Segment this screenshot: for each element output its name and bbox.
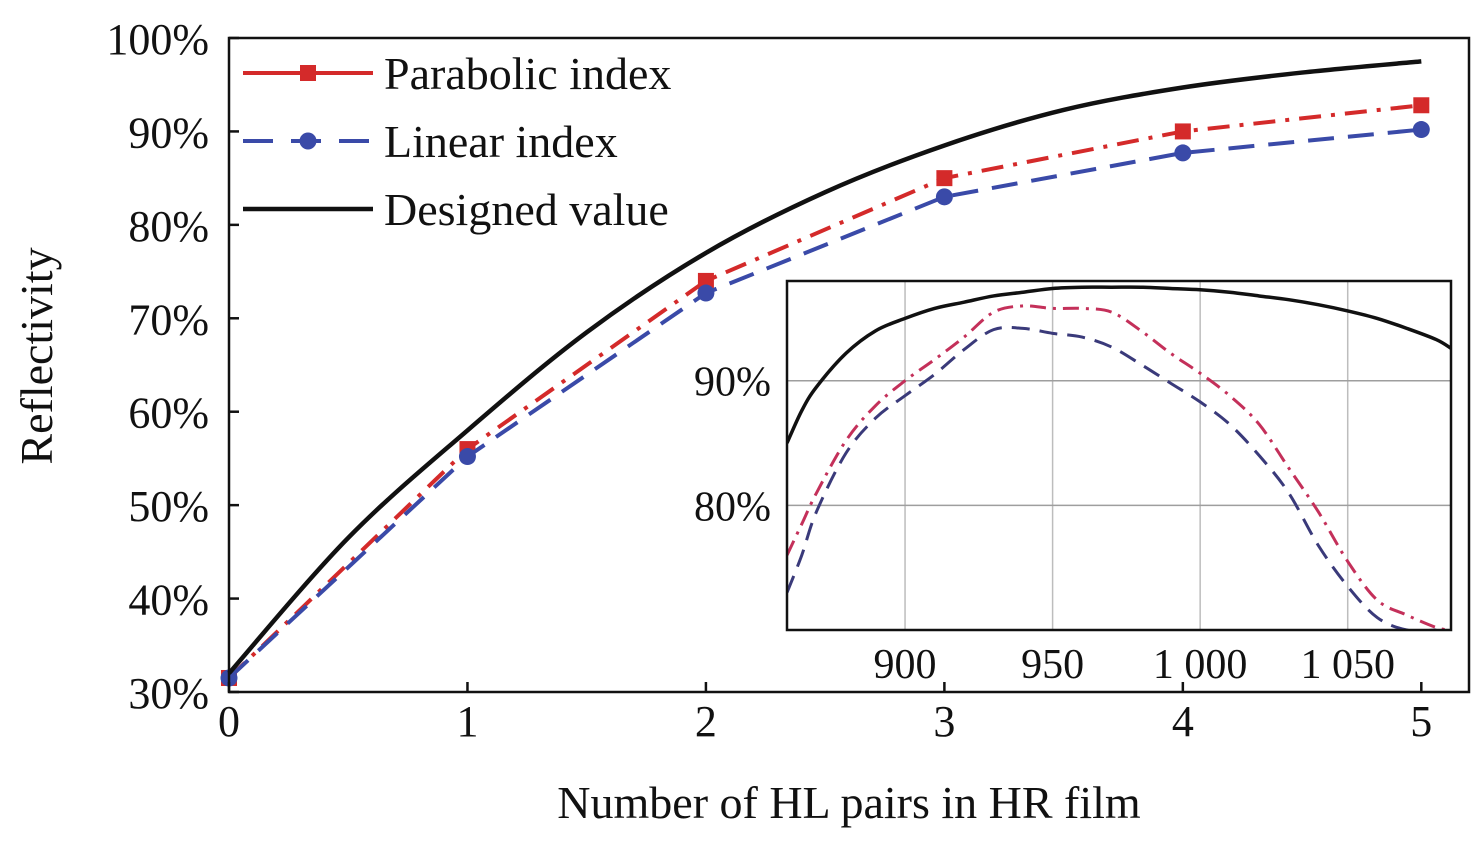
legend-marker-parabolic-index <box>300 65 316 81</box>
y-tick-label: 50% <box>128 482 209 531</box>
y-tick-label: 100% <box>106 15 209 64</box>
legend-marker-linear-index <box>299 132 317 150</box>
data-point-linear-index <box>697 284 715 302</box>
x-axis-title: Number of HL pairs in HR film <box>557 777 1141 828</box>
inset-series-line-1 <box>787 285 1451 444</box>
x-tick-label: 2 <box>695 697 717 746</box>
inset-series-line-3 <box>787 325 1437 630</box>
y-tick-label: 70% <box>128 295 209 344</box>
inset-plot-frame <box>785 279 1453 632</box>
y-tick-label: 30% <box>128 669 209 718</box>
inset-y-tick-label: 90% <box>694 360 771 406</box>
x-tick-label: 4 <box>1172 697 1194 746</box>
data-point-linear-index <box>935 188 953 206</box>
inset-chart-series <box>787 285 1451 630</box>
inset-axis-ticks: 900 950 1 000 1 050 80% 90% <box>694 360 1395 688</box>
y-axis-title: Reflectivity <box>11 247 62 464</box>
y-tick-label: 40% <box>128 576 209 625</box>
y-tick-label: 60% <box>128 389 209 438</box>
inset-y-tick-label: 80% <box>694 484 771 530</box>
inset-series-line-2 <box>787 304 1451 630</box>
inset-plot-background <box>787 281 1451 630</box>
y-tick-label: 90% <box>128 108 209 157</box>
x-tick-label: 5 <box>1410 697 1432 746</box>
main-axis-ticks: 0 1 2 3 4 5 30% 40% 50% 60% 70% 80% 90% 100% <box>106 15 1432 746</box>
legend-label-linear-index: Linear index <box>384 116 618 167</box>
series-line-linear-index <box>227 127 1422 680</box>
x-tick-label: 1 <box>456 697 478 746</box>
inset-x-tick-label: 1 050 <box>1300 642 1395 688</box>
x-tick-label: 3 <box>933 697 955 746</box>
data-point-parabolic-index <box>1174 123 1191 140</box>
data-point-parabolic-index <box>697 272 714 289</box>
x-tick-label: 0 <box>218 697 240 746</box>
data-point-parabolic-index <box>936 170 953 187</box>
legend-label-parabolic-index: Parabolic index <box>384 48 671 99</box>
inset-x-tick-label: 1 000 <box>1153 642 1248 688</box>
data-point-linear-index <box>1412 121 1430 139</box>
inset-chart-grid <box>787 281 1451 630</box>
data-point-linear-index <box>1174 144 1192 162</box>
data-point-linear-index <box>458 448 476 466</box>
inset-x-tick-label: 900 <box>874 642 937 688</box>
series-line-parabolic-index <box>227 103 1422 680</box>
data-point-parabolic-index <box>1413 97 1430 114</box>
y-tick-label: 80% <box>128 202 209 251</box>
legend-label-designed-value: Designed value <box>384 184 669 235</box>
main-plot-frame <box>227 36 1471 694</box>
legend: Parabolic index Linear index Designed valu… <box>243 48 671 235</box>
inset-x-tick-label: 950 <box>1021 642 1084 688</box>
series-line-designed-value <box>227 59 1422 675</box>
